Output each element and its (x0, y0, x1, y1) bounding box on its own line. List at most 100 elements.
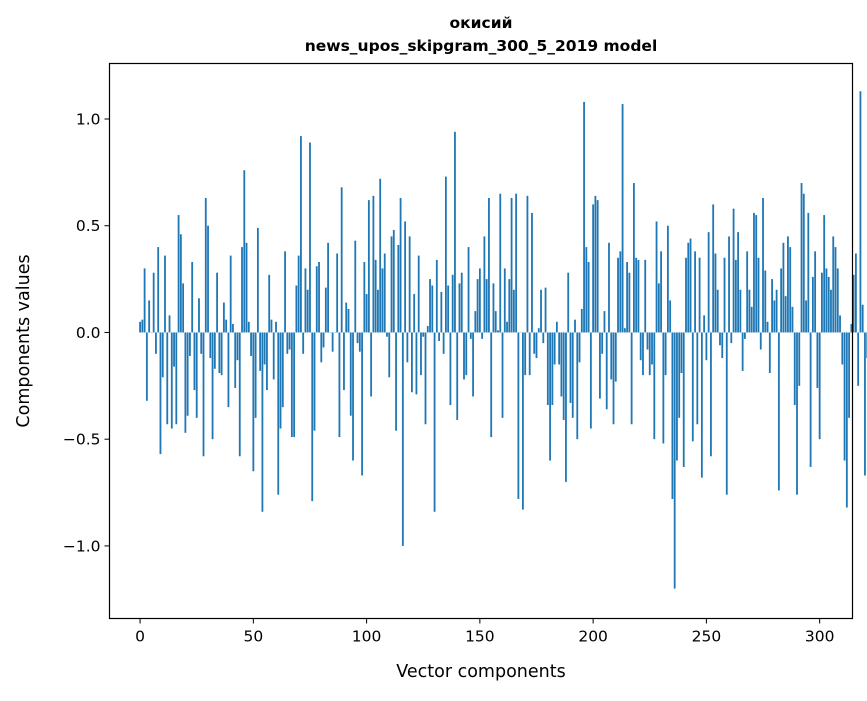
y-tick-label: 1.0 (76, 111, 101, 129)
bar (479, 268, 481, 332)
bar (230, 256, 232, 333)
bar (262, 332, 264, 511)
bar (816, 332, 818, 388)
bar (184, 332, 186, 432)
y-tick-label: −1.0 (63, 537, 101, 555)
bar (388, 332, 390, 377)
bar (812, 277, 814, 333)
x-tick-label: 50 (243, 628, 263, 646)
bar (191, 262, 193, 332)
bar (468, 247, 470, 332)
bar (789, 247, 791, 332)
bar (572, 332, 574, 417)
bar (524, 332, 526, 375)
bar (141, 320, 143, 333)
bar (839, 315, 841, 332)
bar (293, 332, 295, 437)
bar (760, 332, 762, 349)
bar (715, 253, 717, 332)
bar (511, 198, 513, 332)
x-tick-label: 150 (465, 628, 495, 646)
bar (443, 332, 445, 353)
bar (694, 251, 696, 332)
bar (735, 260, 737, 333)
bar (837, 268, 839, 332)
bar (402, 332, 404, 545)
bar (144, 268, 146, 332)
bar (404, 221, 406, 332)
bar (436, 260, 438, 333)
bar (785, 296, 787, 332)
bar (327, 243, 329, 333)
bar (549, 332, 551, 460)
bar (343, 332, 345, 390)
bar (395, 332, 397, 430)
bar (386, 332, 388, 336)
bar (289, 332, 291, 349)
bar (767, 322, 769, 333)
bar (465, 332, 467, 375)
bar (830, 290, 832, 333)
bar (624, 328, 626, 332)
bar (821, 273, 823, 333)
bar (651, 332, 653, 364)
bar (295, 286, 297, 333)
bar (345, 303, 347, 333)
bar (536, 332, 538, 358)
bar (563, 332, 565, 420)
bar (332, 332, 334, 351)
bar (218, 332, 220, 373)
x-tick-label: 0 (135, 628, 145, 646)
bar (769, 332, 771, 373)
bar (678, 332, 680, 417)
bar (705, 332, 707, 360)
bar (445, 177, 447, 333)
bar (497, 330, 499, 332)
bar (271, 320, 273, 333)
x-tick-label: 200 (578, 628, 608, 646)
bar (699, 258, 701, 333)
bar (538, 328, 540, 332)
x-tick-label: 300 (805, 628, 835, 646)
bar (504, 268, 506, 332)
bar (366, 294, 368, 332)
bar (826, 268, 828, 332)
bar (744, 332, 746, 338)
bar (583, 102, 585, 333)
bar (189, 332, 191, 355)
bar (574, 320, 576, 333)
y-tick-label: −0.5 (63, 431, 101, 449)
bar (166, 332, 168, 424)
bar (173, 332, 175, 366)
bar (252, 332, 254, 471)
bar (171, 332, 173, 428)
y-tick-label: 0.0 (76, 324, 101, 342)
bar (372, 196, 374, 333)
bar (228, 332, 230, 407)
bar (556, 322, 558, 333)
bar (751, 307, 753, 333)
bar (187, 332, 189, 415)
bar (710, 332, 712, 456)
bar (182, 283, 184, 332)
bar (461, 273, 463, 333)
bar (318, 262, 320, 332)
bar (819, 332, 821, 439)
bar (667, 226, 669, 333)
bar (855, 253, 857, 332)
bar (257, 228, 259, 333)
bar (613, 332, 615, 424)
bar (425, 332, 427, 424)
bar (309, 142, 311, 332)
bar (805, 300, 807, 332)
bar (200, 332, 202, 353)
bar (737, 232, 739, 332)
bar (846, 332, 848, 507)
bar (529, 332, 531, 375)
bar (570, 332, 572, 402)
bar (803, 194, 805, 333)
bar (647, 332, 649, 349)
bar (209, 332, 211, 358)
bar (669, 300, 671, 332)
